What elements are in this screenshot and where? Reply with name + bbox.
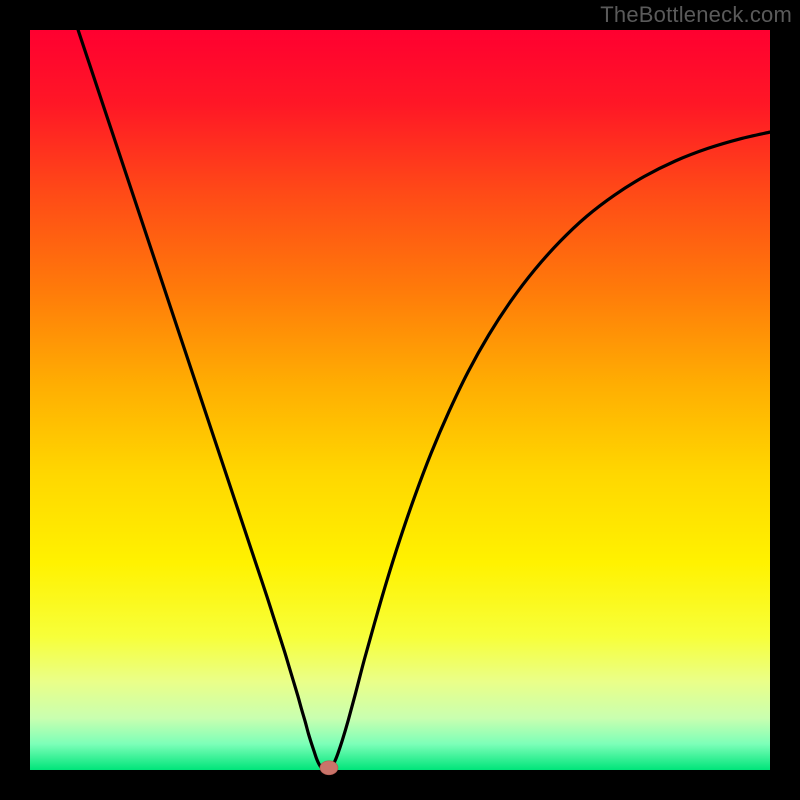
plot-area bbox=[30, 30, 770, 770]
chart-container: TheBottleneck.com bbox=[0, 0, 800, 800]
bottleneck-curve-chart bbox=[0, 0, 800, 800]
optimal-point-marker bbox=[320, 761, 338, 775]
watermark-text: TheBottleneck.com bbox=[600, 2, 792, 28]
